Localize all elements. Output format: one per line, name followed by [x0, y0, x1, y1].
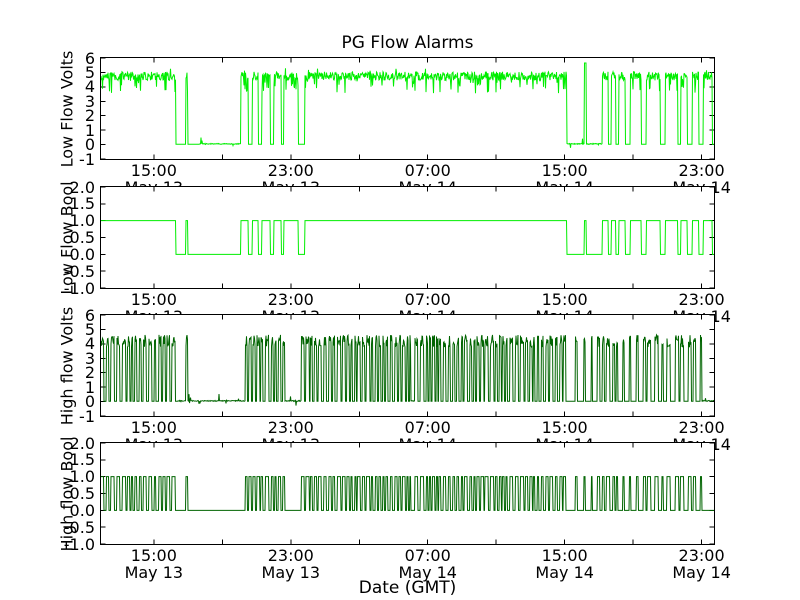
x-tick-time: 15:00 [130, 161, 177, 180]
y-tick-label: 0.0 [69, 500, 95, 520]
x-tick-time: 23:00 [267, 290, 314, 309]
y-tick-label: 6 [84, 48, 95, 68]
y-tick-label: 0 [84, 135, 95, 155]
x-tick-time: 15:00 [130, 290, 177, 309]
x-tick-date: May 13 [124, 563, 184, 582]
x-tick-time: 23:00 [678, 161, 725, 180]
chart-title: PG Flow Alarms [341, 33, 474, 53]
y-axis-label-high-flow-bool: High flow Bool [57, 436, 77, 551]
subplot-low-flow-bool: 2.0 1.5 1.0 0.5 0.0 -0.5 -1.0 Low Flow Bool 15:0… [58, 178, 731, 326]
y-tick-label: 3 [84, 348, 95, 368]
y-tick-label: -1.0 [63, 534, 95, 554]
x-tick-time: 23:00 [267, 418, 314, 437]
x-tick-time: 15:00 [541, 418, 588, 437]
x-tick-time: 15:00 [541, 290, 588, 309]
x-tick-date: May 14 [398, 563, 457, 582]
axis-ticks [101, 443, 714, 544]
y-tick-label: -1 [79, 149, 95, 169]
x-tick-time: 23:00 [678, 546, 725, 565]
y-tick-label: 1 [84, 377, 95, 397]
subplot-high-flow-bool: 2.0 1.5 1.0 0.5 0.0 -0.5 -1.0 High flow Bool 15:… [58, 434, 731, 582]
y-tick-label: 0.0 [69, 244, 95, 264]
y-axis-label-low-flow-bool: Low Flow Bool [57, 180, 77, 295]
plot-canvas-high-flow-bool [101, 443, 714, 544]
y-tick-label: 1.5 [69, 194, 95, 214]
y-tick-label: -1 [79, 406, 95, 426]
y-axis-label-high-flow-volts: High flow Volts [57, 306, 77, 425]
y-tick-label: 2.0 [69, 177, 95, 197]
signal-line-low-flow-bool [101, 220, 714, 255]
y-tick-label: 4 [84, 334, 95, 354]
y-tick-label: -0.5 [63, 261, 95, 281]
x-axis-label: Date (GMT) [358, 578, 457, 598]
signal-line-high-flow-bool [101, 476, 714, 511]
x-tick-time: 23:00 [678, 290, 725, 309]
plot-canvas-low-flow-volts [101, 58, 714, 159]
y-tick-label: 1 [84, 120, 95, 140]
y-tick-label: 3 [84, 91, 95, 111]
plot-canvas-high-flow-volts [101, 315, 714, 416]
axis-ticks [101, 187, 714, 288]
y-tick-label: 2 [84, 106, 95, 126]
y-tick-label: 1.0 [69, 467, 95, 487]
x-tick-time: 23:00 [267, 161, 314, 180]
axis-ticks [101, 58, 714, 159]
x-tick-time: 23:00 [678, 418, 725, 437]
y-axis-label-low-flow-volts: Low Flow Volts [57, 50, 77, 167]
x-tick-time: 07:00 [404, 546, 451, 565]
x-tick-time: 15:00 [130, 418, 177, 437]
signal-line-low-flow-volts [101, 62, 714, 148]
x-tick-date: May 14 [535, 563, 594, 582]
y-tick-label: -0.5 [63, 517, 95, 537]
y-tick-label: 0 [84, 392, 95, 412]
y-tick-label: 4 [84, 77, 95, 97]
x-tick-time: 15:00 [130, 546, 177, 565]
x-tick-date: May 13 [261, 563, 321, 582]
y-tick-label: 1.5 [69, 450, 95, 470]
y-tick-label: 0.5 [69, 484, 95, 503]
y-tick-label: 2 [84, 363, 95, 383]
x-tick-date: May 14 [672, 563, 731, 582]
x-tick-time: 07:00 [404, 418, 451, 437]
x-tick-time: 15:00 [541, 546, 588, 565]
y-tick-label: 2.0 [69, 433, 95, 453]
y-tick-label: 0.5 [69, 228, 95, 247]
x-tick-time: 15:00 [541, 161, 588, 180]
plot-canvas-low-flow-bool [101, 187, 714, 288]
x-tick-time: 23:00 [267, 546, 314, 565]
y-tick-label: -1.0 [63, 278, 95, 298]
y-tick-label: 5 [84, 62, 95, 82]
y-tick-label: 1.0 [69, 211, 95, 231]
x-tick-time: 07:00 [404, 161, 451, 180]
signal-line-high-flow-volts [101, 333, 714, 406]
x-tick-time: 07:00 [404, 290, 451, 309]
y-tick-label: 6 [84, 305, 95, 325]
y-tick-label: 5 [84, 319, 95, 339]
